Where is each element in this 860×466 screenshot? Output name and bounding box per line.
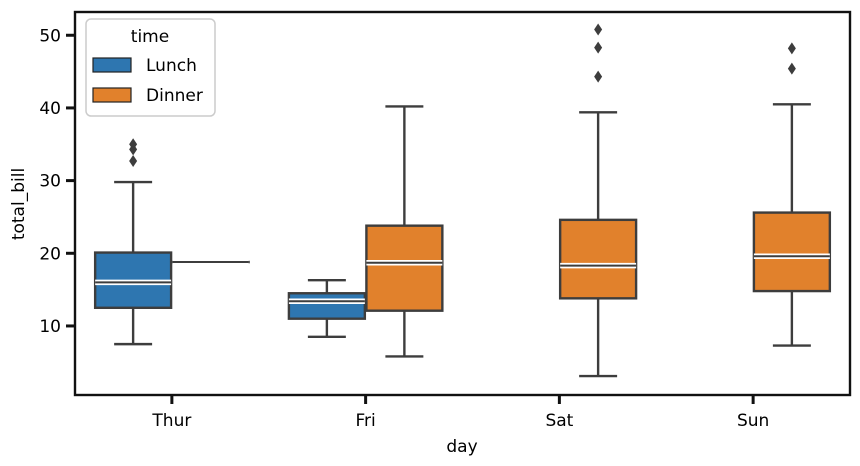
- outlier-point: [594, 70, 603, 83]
- legend-label-lunch: Lunch: [146, 56, 197, 76]
- box-iqr: [287, 292, 367, 320]
- x-axis: Thur Fri Sat Sun: [151, 395, 769, 431]
- y-axis: 10 20 30 40 50: [39, 26, 75, 337]
- outlier-point: [594, 23, 603, 36]
- legend-label-dinner: Dinner: [146, 86, 203, 106]
- legend-title: time: [131, 27, 169, 47]
- x-tick-label: Thur: [151, 411, 191, 431]
- y-tick-label: 10: [39, 317, 61, 337]
- box-lunch-thur: [93, 138, 173, 346]
- box-iqr: [752, 211, 832, 293]
- box-lunch-fri: [287, 278, 367, 339]
- outlier-point: [129, 138, 138, 151]
- y-axis-label: total_bill: [9, 168, 29, 240]
- box-iqr: [558, 218, 638, 300]
- x-tick-label: Sun: [737, 411, 769, 431]
- outlier-point: [594, 41, 603, 54]
- outlier-point: [129, 154, 138, 167]
- box-iqr: [365, 224, 444, 312]
- box-dinner-fri: [365, 105, 444, 358]
- outlier-point: [787, 42, 796, 55]
- y-tick-label: 30: [39, 172, 61, 192]
- legend-swatch-lunch: [92, 57, 132, 73]
- y-tick-label: 40: [39, 99, 61, 119]
- y-tick-label: 50: [39, 26, 61, 46]
- x-tick-label: Sat: [545, 411, 573, 431]
- x-axis-label: day: [446, 437, 477, 457]
- box-dinner-sat: [558, 23, 638, 378]
- box-dinner-sun: [752, 42, 832, 347]
- y-tick-label: 20: [39, 244, 61, 264]
- legend-swatch-dinner: [92, 87, 132, 103]
- outlier-point: [787, 62, 796, 75]
- legend: time Lunch Dinner: [85, 18, 216, 117]
- plot-frame: [73, 10, 852, 397]
- boxes-layer: [93, 23, 832, 378]
- x-tick-label: Fri: [355, 411, 375, 431]
